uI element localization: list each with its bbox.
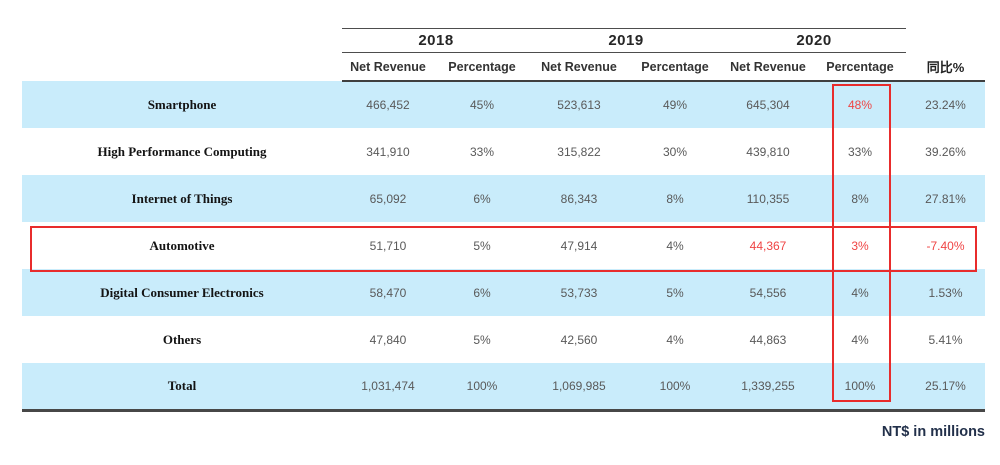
table-cell: 44,367 <box>749 238 787 253</box>
revenue-table: 2018 2019 2020 Net Revenue Percentage Ne… <box>22 28 985 412</box>
net-revenue-2019-header: Net Revenue <box>530 52 628 82</box>
table-cell: 1,069,985 <box>530 363 628 412</box>
table-cell: 42,560 <box>560 332 598 347</box>
table-cell: 47,840 <box>369 332 407 347</box>
table-cell: 4% <box>666 238 684 253</box>
label-column-header <box>22 53 342 82</box>
table-cell: 1.53% <box>928 285 963 300</box>
table-cell: 54,556 <box>749 285 787 300</box>
table-cell: 523,613 <box>557 98 601 112</box>
row-label: High Performance Computing <box>97 143 267 159</box>
table-cell: 45% <box>469 98 495 112</box>
table-cell: 6% <box>473 285 491 300</box>
percentage-2018-header: Percentage <box>434 52 530 82</box>
row-label: Total <box>22 363 342 412</box>
table-cell: 47,914 <box>560 238 598 253</box>
label-column-spacer <box>22 29 342 53</box>
table-cell: 341,910 <box>366 144 410 159</box>
table-cell: 58,470 <box>369 285 407 300</box>
table-cell: 25.17% <box>906 363 985 412</box>
table-cell: 100% <box>814 363 906 412</box>
table-row: Others 47,840 5% 42,560 4% 44,863 4% 5.41% <box>22 316 985 363</box>
table-cell: 27.81% <box>925 191 966 206</box>
table-cell: 5.41% <box>928 332 963 347</box>
row-label: Smartphone <box>147 96 217 112</box>
table-cell: 65,092 <box>369 191 407 206</box>
row-label: Others <box>162 331 202 347</box>
table-cell: 5% <box>666 285 684 300</box>
table-cell: 645,304 <box>746 98 790 112</box>
net-revenue-2020-header: Net Revenue <box>722 52 814 82</box>
yoy-percent-header: 同比% <box>906 52 985 82</box>
table-cell: 1,339,255 <box>722 363 814 412</box>
net-revenue-2018-header: Net Revenue <box>342 52 434 82</box>
table-cell: 30% <box>662 144 688 159</box>
table-row: High Performance Computing 341,910 33% 315,… <box>22 128 985 175</box>
year-2019-header: 2019 <box>530 28 722 53</box>
table-cell: 44,863 <box>749 332 787 347</box>
table-cell: 3% <box>851 238 869 253</box>
year-2018-header: 2018 <box>342 28 530 53</box>
row-label: Digital Consumer Electronics <box>100 284 264 300</box>
percentage-2020-header: Percentage <box>814 52 906 82</box>
year-2020-header: 2020 <box>722 28 906 53</box>
table-row: Smartphone 466,452 45% 523,613 49% 645,304 48%… <box>22 81 985 128</box>
table-row: Total 1,031,474 100% 1,069,985 100% 1,339,255… <box>22 363 985 412</box>
table-cell: 8% <box>851 191 869 206</box>
table-cell: 8% <box>666 191 684 206</box>
row-label: Automotive <box>149 237 215 253</box>
table-cell: 39.26% <box>925 144 966 159</box>
table-cell: 4% <box>851 332 869 347</box>
table-row: Automotive 51,710 5% 47,914 4% 44,367 3% -7.40% <box>22 222 985 269</box>
table-row: Digital Consumer Electronics 58,470 6% 53,7… <box>22 269 985 316</box>
table-cell: 4% <box>666 332 684 347</box>
table-cell: 4% <box>851 285 869 300</box>
yoy-column-spacer <box>906 29 985 53</box>
table-cell: 51,710 <box>369 238 407 253</box>
column-header-row: Net Revenue Percentage Net Revenue Perce… <box>22 52 985 82</box>
table-cell: 33% <box>847 144 873 159</box>
table-cell: 53,733 <box>560 285 598 300</box>
table-cell: 100% <box>628 363 722 412</box>
table-cell: -7.40% <box>926 238 965 253</box>
table-body: Smartphone 466,452 45% 523,613 49% 645,304 48%… <box>22 81 985 412</box>
table-cell: 23.24% <box>925 98 966 112</box>
table-cell: 439,810 <box>746 144 790 159</box>
table-cell: 6% <box>473 191 491 206</box>
units-footnote: NT$ in millions <box>881 424 985 440</box>
table-cell: 49% <box>662 98 688 112</box>
table-cell: 86,343 <box>560 191 598 206</box>
table-cell: 466,452 <box>366 98 410 112</box>
table-cell: 110,355 <box>746 191 790 206</box>
table-cell: 1,031,474 <box>342 363 434 412</box>
table-cell: 5% <box>473 332 491 347</box>
table-cell: 33% <box>469 144 495 159</box>
table-cell: 5% <box>473 238 491 253</box>
table-cell: 100% <box>434 363 530 412</box>
table-row: Internet of Things 65,092 6% 86,343 8% 110,35… <box>22 175 985 222</box>
row-label: Internet of Things <box>131 190 233 206</box>
year-header-row: 2018 2019 2020 <box>22 28 985 53</box>
percentage-2019-header: Percentage <box>628 52 722 82</box>
table-cell: 48% <box>847 98 873 112</box>
table-cell: 315,822 <box>557 144 601 159</box>
